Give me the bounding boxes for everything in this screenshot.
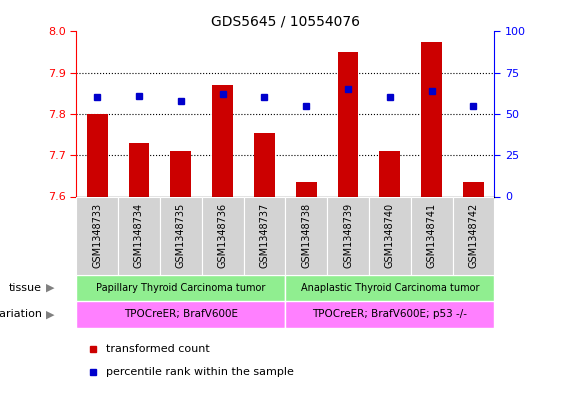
Bar (171, 151, 191, 196)
Text: GSM1348733: GSM1348733 (92, 203, 102, 268)
Bar (285, 301, 494, 328)
Bar (380, 151, 400, 196)
Bar (76, 301, 285, 328)
Bar (285, 275, 494, 301)
Text: tissue: tissue (9, 283, 42, 293)
Text: percentile rank within the sample: percentile rank within the sample (106, 367, 293, 377)
Text: GSM1348738: GSM1348738 (301, 203, 311, 268)
Text: TPOCreER; BrafV600E; p53 -/-: TPOCreER; BrafV600E; p53 -/- (312, 309, 467, 320)
Bar (202, 196, 244, 275)
Text: GSM1348734: GSM1348734 (134, 203, 144, 268)
Bar (129, 143, 149, 196)
Bar (244, 196, 285, 275)
Bar (327, 196, 369, 275)
Text: GSM1348741: GSM1348741 (427, 203, 437, 268)
Bar (254, 132, 275, 196)
Title: GDS5645 / 10554076: GDS5645 / 10554076 (211, 15, 360, 29)
Bar (463, 182, 484, 196)
Text: transformed count: transformed count (106, 344, 209, 354)
Text: ▶: ▶ (46, 309, 54, 320)
Text: genotype/variation: genotype/variation (0, 309, 42, 320)
Bar (118, 196, 160, 275)
Text: GSM1348739: GSM1348739 (343, 203, 353, 268)
Bar (76, 275, 285, 301)
Bar (87, 114, 107, 196)
Bar (212, 85, 233, 196)
Text: GSM1348742: GSM1348742 (468, 203, 479, 268)
Text: GSM1348736: GSM1348736 (218, 203, 228, 268)
Bar (338, 52, 359, 196)
Text: Papillary Thyroid Carcinoma tumor: Papillary Thyroid Carcinoma tumor (96, 283, 266, 293)
Bar (76, 196, 118, 275)
Bar (285, 196, 327, 275)
Bar (296, 182, 316, 196)
Text: TPOCreER; BrafV600E: TPOCreER; BrafV600E (124, 309, 238, 320)
Text: GSM1348740: GSM1348740 (385, 203, 395, 268)
Bar (453, 196, 494, 275)
Text: GSM1348737: GSM1348737 (259, 203, 270, 268)
Bar (411, 196, 453, 275)
Bar (369, 196, 411, 275)
Text: Anaplastic Thyroid Carcinoma tumor: Anaplastic Thyroid Carcinoma tumor (301, 283, 479, 293)
Text: ▶: ▶ (46, 283, 54, 293)
Bar (160, 196, 202, 275)
Text: GSM1348735: GSM1348735 (176, 203, 186, 268)
Bar (421, 42, 442, 196)
